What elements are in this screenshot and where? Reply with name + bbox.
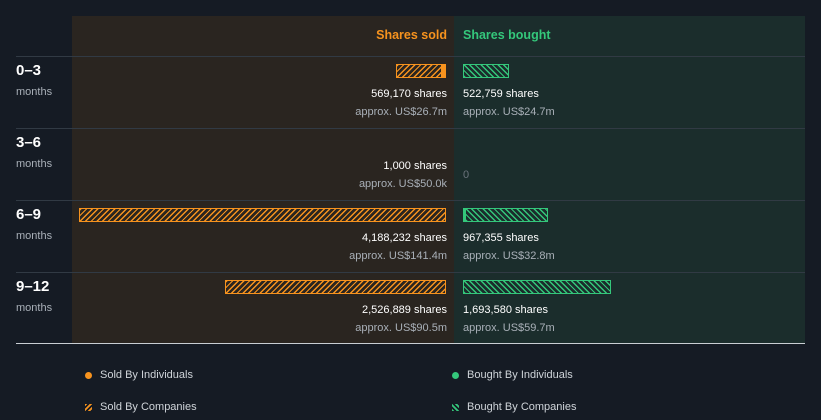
- legend-label: Bought By Individuals: [467, 369, 573, 381]
- sold-value-label: approx. US$141.4m: [349, 250, 447, 262]
- bought-shares-label: 522,759 shares: [463, 88, 539, 100]
- period-row: 3–6 months 1,000 shares approx. US$50.0k 0: [0, 128, 821, 200]
- legend-hatch-icon: [85, 404, 92, 411]
- period-row: 6–9 months 4,188,232 shares approx. US$141.…: [0, 200, 821, 272]
- row-separator: [16, 200, 805, 201]
- sold-value-label: approx. US$26.7m: [355, 106, 447, 118]
- bought-by-companies-bar: [465, 208, 548, 222]
- period-unit: months: [16, 230, 53, 242]
- sold-value-label: approx. US$90.5m: [355, 322, 447, 334]
- sold-by-companies-bar: [224, 280, 446, 294]
- period-unit: months: [16, 86, 53, 98]
- row-separator: [16, 272, 805, 273]
- shares-bought-header: Shares bought: [463, 28, 551, 42]
- shares-sold-header: Shares sold: [376, 28, 447, 42]
- period-row: 0–3 months 569,170 shares approx. US$26.7m 5…: [0, 56, 821, 128]
- sold-shares-label: 4,188,232 shares: [361, 232, 447, 244]
- period-row: 9–12 months 2,526,889 shares approx. US$90.…: [0, 272, 821, 344]
- period-unit: months: [16, 302, 53, 314]
- sold-shares-label: 1,000 shares: [383, 160, 447, 172]
- bought-value-label: approx. US$32.8m: [463, 250, 555, 262]
- bought-by-individuals-bar: [463, 208, 465, 222]
- bought-by-companies-bar: [463, 64, 509, 78]
- sold-by-companies-bar: [79, 208, 446, 222]
- sold-value-label: approx. US$50.0k: [358, 178, 447, 190]
- legend-hatch-icon: [452, 404, 459, 411]
- row-separator: [16, 128, 805, 129]
- sold-by-individuals-bar: [442, 64, 446, 78]
- bought-value-label: approx. US$24.7m: [463, 106, 555, 118]
- axis-line: [16, 343, 805, 344]
- bought-value-label: approx. US$59.7m: [463, 322, 555, 334]
- sold-by-companies-bar: [396, 64, 442, 78]
- legend-label: Sold By Individuals: [100, 369, 193, 381]
- legend-dot-icon: [452, 372, 459, 379]
- legend-label: Sold By Companies: [100, 401, 197, 413]
- legend-label: Bought By Companies: [467, 401, 577, 413]
- period-label: 3–6: [16, 134, 42, 151]
- period-label: 6–9: [16, 206, 42, 223]
- period-label: 0–3: [16, 62, 42, 79]
- sold-shares-label: 569,170 shares: [371, 88, 447, 100]
- row-separator: [16, 56, 805, 57]
- bought-shares-label: 0: [463, 169, 470, 181]
- bought-shares-label: 1,693,580 shares: [463, 304, 549, 316]
- bought-shares-label: 967,355 shares: [463, 232, 539, 244]
- sold-shares-label: 2,526,889 shares: [361, 304, 447, 316]
- bought-by-companies-bar: [463, 280, 612, 294]
- legend-dot-icon: [85, 372, 92, 379]
- period-label: 9–12: [16, 278, 50, 295]
- period-unit: months: [16, 158, 53, 170]
